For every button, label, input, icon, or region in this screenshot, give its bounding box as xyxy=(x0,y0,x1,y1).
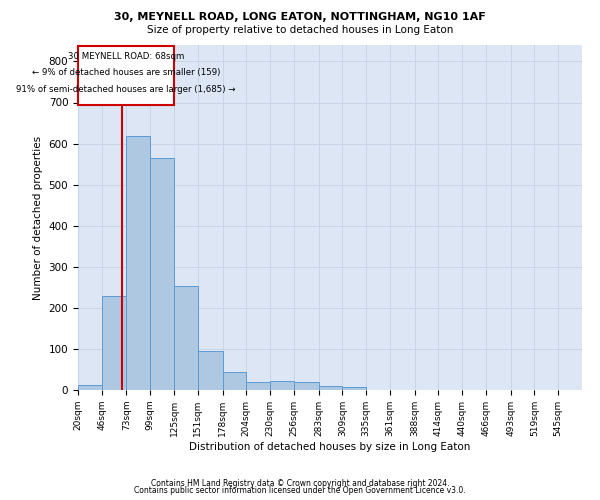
Bar xyxy=(343,387,366,390)
Bar xyxy=(247,382,270,390)
Bar xyxy=(127,136,150,390)
Bar xyxy=(223,372,247,390)
Text: 30, MEYNELL ROAD, LONG EATON, NOTTINGHAM, NG10 1AF: 30, MEYNELL ROAD, LONG EATON, NOTTINGHAM… xyxy=(114,12,486,22)
Text: Contains HM Land Registry data © Crown copyright and database right 2024.: Contains HM Land Registry data © Crown c… xyxy=(151,478,449,488)
Bar xyxy=(174,286,198,390)
Text: 91% of semi-detached houses are larger (1,685) →: 91% of semi-detached houses are larger (… xyxy=(16,85,236,94)
Y-axis label: Number of detached properties: Number of detached properties xyxy=(33,136,43,300)
Bar xyxy=(270,382,294,390)
Bar xyxy=(294,382,319,390)
Text: 30 MEYNELL ROAD: 68sqm: 30 MEYNELL ROAD: 68sqm xyxy=(68,52,184,61)
Bar xyxy=(102,296,127,390)
Text: Size of property relative to detached houses in Long Eaton: Size of property relative to detached ho… xyxy=(147,25,453,35)
FancyBboxPatch shape xyxy=(78,46,174,104)
Bar xyxy=(319,386,343,390)
Bar xyxy=(150,158,174,390)
Text: ← 9% of detached houses are smaller (159): ← 9% of detached houses are smaller (159… xyxy=(32,68,220,77)
Text: Contains public sector information licensed under the Open Government Licence v3: Contains public sector information licen… xyxy=(134,486,466,495)
Bar xyxy=(198,350,223,390)
X-axis label: Distribution of detached houses by size in Long Eaton: Distribution of detached houses by size … xyxy=(190,442,470,452)
Bar xyxy=(78,386,102,390)
